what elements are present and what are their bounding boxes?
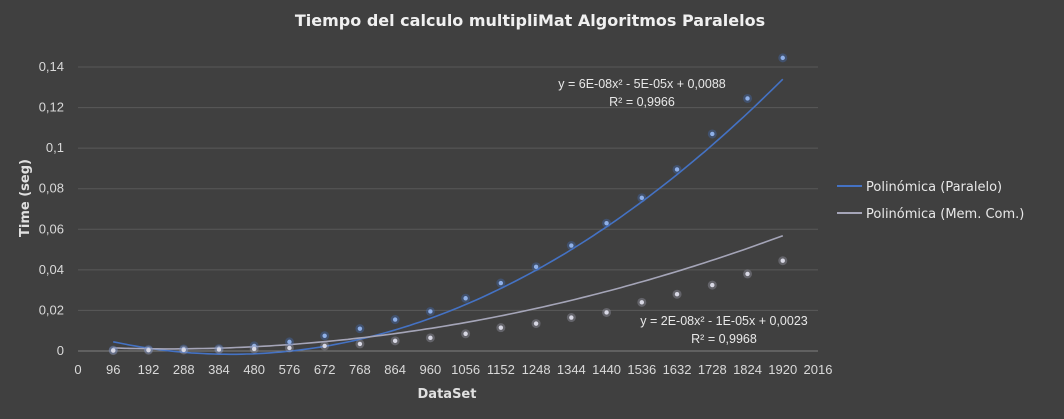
point-memcom — [569, 315, 574, 320]
data-points — [108, 53, 788, 356]
point-paralelo — [428, 309, 433, 314]
x-tick-label: 192 — [138, 362, 160, 377]
point-paralelo — [287, 339, 292, 345]
point-memcom — [780, 258, 785, 263]
x-tick-label: 1248 — [522, 362, 551, 377]
x-tick-label: 1728 — [698, 362, 727, 377]
point-paralelo — [498, 280, 504, 286]
x-tick-label: 0 — [74, 362, 81, 377]
y-tick-label: 0,02 — [39, 302, 64, 317]
point-memcom — [322, 343, 327, 349]
y-tick-label: 0,04 — [39, 262, 64, 277]
x-tick-label: 96 — [106, 362, 120, 377]
point-memcom — [216, 347, 222, 352]
trendline-memcom — [113, 234, 784, 350]
point-memcom — [181, 347, 186, 353]
point-memcom — [251, 346, 257, 352]
legend-label-paralelo: Polinómica (Paralelo) — [866, 180, 1002, 195]
chart-title: Tiempo del calculo multipliMat Algoritmo… — [295, 11, 765, 30]
point-paralelo — [322, 333, 327, 338]
legend: Polinómica (Paralelo) Polinómica (Mem. C… — [837, 180, 1024, 222]
y-tick-label: 0,08 — [39, 181, 64, 196]
point-memcom — [710, 282, 715, 288]
x-tick-label: 768 — [349, 362, 371, 377]
point-paralelo — [463, 296, 468, 301]
point-paralelo — [639, 195, 645, 201]
y-tick-label: 0,14 — [39, 59, 64, 74]
x-tick-label: 864 — [384, 362, 406, 377]
point-paralelo — [569, 243, 574, 248]
y-axis-label: Time (seg) — [18, 159, 33, 237]
y-tick-label: 0,12 — [39, 100, 64, 115]
x-tick-label: 384 — [208, 362, 230, 377]
point-paralelo — [745, 96, 750, 101]
point-memcom — [146, 347, 151, 353]
point-paralelo — [674, 167, 680, 172]
equation-paralelo: y = 6E-08x² - 5E-05x + 0,0088 — [558, 77, 726, 91]
point-paralelo — [251, 343, 257, 349]
point-memcom — [357, 341, 363, 347]
point-memcom — [674, 292, 680, 297]
r2-memcom: R² = 0,9968 — [691, 332, 757, 346]
x-tick-label: 1440 — [592, 362, 621, 377]
point-paralelo — [710, 131, 715, 137]
point-memcom — [745, 271, 750, 277]
point-paralelo — [392, 317, 398, 322]
x-tick-label: 1152 — [487, 362, 515, 377]
x-tick-label: 1056 — [451, 362, 480, 377]
equation-memcom: y = 2E-08x² - 1E-05x + 0,0023 — [640, 314, 808, 328]
point-memcom — [463, 331, 468, 336]
x-tick-label: 288 — [173, 362, 195, 377]
point-paralelo — [533, 264, 539, 270]
point-paralelo — [604, 221, 609, 226]
x-tick-label: 1632 — [663, 362, 692, 377]
point-memcom — [639, 300, 645, 305]
point-memcom — [392, 338, 398, 344]
y-tick-label: 0,1 — [46, 140, 64, 155]
x-tick-label: 576 — [279, 362, 301, 377]
x-tick-label: 2016 — [804, 362, 833, 377]
point-memcom — [428, 335, 433, 341]
x-tick-label: 1344 — [557, 362, 586, 377]
legend-label-memcom: Polinómica (Mem. Com.) — [866, 207, 1024, 222]
point-memcom — [287, 345, 292, 351]
trendline-paralelo — [113, 78, 784, 356]
point-memcom — [111, 348, 116, 353]
x-tick-label: 1536 — [627, 362, 656, 377]
x-tick-label: 1824 — [733, 362, 762, 377]
y-tick-label: 0,06 — [39, 221, 64, 236]
y-tick-label: 0 — [57, 343, 64, 358]
gridlines — [78, 66, 818, 311]
point-memcom — [498, 325, 504, 330]
x-axis-label: DataSet — [418, 387, 477, 402]
x-tick-label: 672 — [314, 362, 336, 377]
point-paralelo — [780, 55, 785, 61]
x-tick-label: 480 — [243, 362, 265, 377]
point-memcom — [604, 310, 609, 315]
trendlines — [113, 78, 784, 356]
point-memcom — [533, 321, 539, 326]
x-tick-label: 1920 — [768, 362, 797, 377]
r2-paralelo: R² = 0,9966 — [609, 95, 675, 109]
axes: 0 0,02 0,04 0,06 0,08 0,1 0,12 0,14 0 96 192 288 384… — [39, 59, 833, 377]
x-tick-label: 960 — [420, 362, 442, 377]
point-paralelo — [357, 326, 363, 331]
